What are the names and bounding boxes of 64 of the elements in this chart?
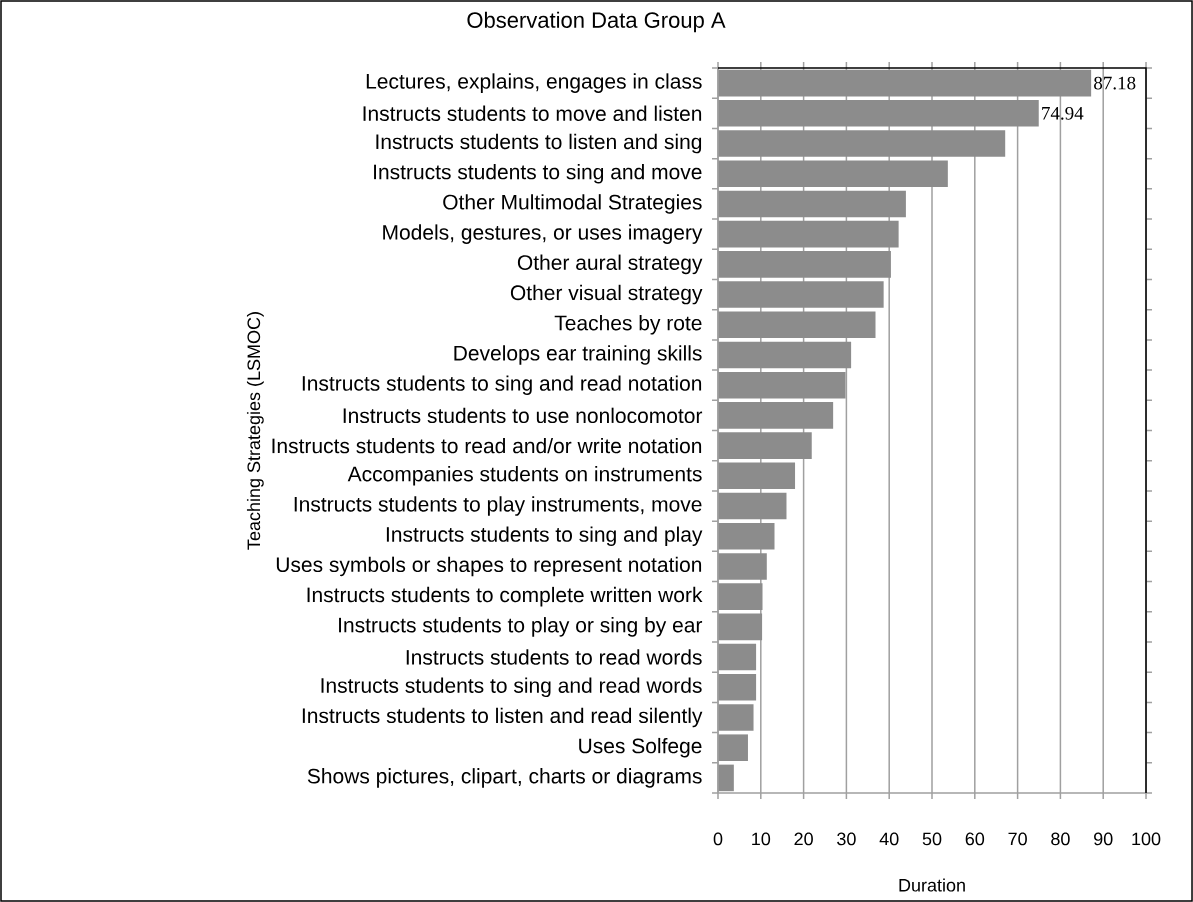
x-tick-label: 60 [965, 832, 985, 846]
bar [718, 553, 767, 580]
data-label: 87.18 [1094, 76, 1136, 90]
x-tick-label: 100 [1132, 832, 1161, 846]
x-tick-label: 0 [713, 832, 723, 846]
y-tick-label: Instructs students to move and listen [363, 105, 702, 122]
y-tick-label: Instructs students to listen and sing [376, 133, 702, 154]
bar [718, 281, 884, 308]
bar [718, 492, 787, 520]
y-tick-label: Other aural strategy [517, 254, 703, 275]
y-tick-label: Instructs students to read words [406, 649, 702, 665]
bar [718, 522, 775, 550]
bar [718, 251, 891, 278]
y-tick-label: Accompanies students on instruments [347, 466, 702, 486]
y-tick-label: Instructs students to play instruments, move [294, 496, 702, 516]
y-tick-label: Instructs students to complete written work [307, 586, 703, 607]
y-tick-label: Instructs students to listen and read silently [302, 707, 703, 728]
y-tick-label: Models, gestures, or uses imagery [383, 224, 703, 244]
x-tick-label: 80 [1051, 832, 1070, 846]
bar [718, 402, 834, 429]
x-tick-label: 90 [1094, 832, 1113, 846]
bar [718, 371, 846, 399]
y-tick-label: Uses symbols or shapes to represent notation [276, 556, 702, 577]
x-tick-label: 10 [752, 832, 771, 846]
bar [718, 764, 734, 792]
y-tick-label: Instructs students to sing and play [386, 526, 703, 547]
bar [718, 704, 754, 731]
bar [718, 341, 852, 369]
bar [718, 613, 763, 641]
bar [718, 220, 899, 248]
y-tick-label: Instructs students to use nonlocomotor [343, 407, 703, 424]
bar [718, 643, 757, 671]
bar [718, 734, 748, 761]
x-axis-title: Duration [899, 878, 965, 892]
y-tick-label: Instructs students to sing and read words [321, 677, 702, 698]
x-tick-label: 70 [1008, 832, 1027, 846]
bar [718, 462, 796, 490]
y-tick-label: Develops ear training skills [454, 345, 702, 365]
bar [718, 583, 763, 610]
y-tick-label: Instructs students to play or sing by ear [339, 617, 703, 637]
y-tick-label: Lectures, explains, engages in class [366, 73, 702, 93]
x-tick-label: 50 [922, 832, 942, 846]
y-tick-label: Teaches by rote [554, 314, 702, 335]
x-tick-label: 30 [837, 832, 856, 846]
y-axis-title: Teaching Strategies (LSMOC) [246, 312, 264, 550]
y-tick-label: Instructs students to sing and move [374, 163, 702, 184]
y-tick-label: Instructs students to read and/or write notation [272, 437, 702, 454]
y-tick-label: Uses Solfege [579, 737, 702, 758]
bar [718, 69, 1092, 97]
bar [718, 432, 812, 459]
bar [718, 160, 948, 188]
y-tick-label: Other visual strategy [510, 284, 703, 305]
y-tick-label: Shows pictures, clipart, charts or diagrams [307, 768, 702, 788]
bar [718, 673, 757, 701]
bar [718, 190, 906, 218]
data-label: 74.94 [1042, 106, 1084, 120]
bar [718, 130, 1006, 157]
bar [718, 100, 1039, 127]
x-tick-label: 20 [794, 832, 813, 846]
y-tick-label: Other Multimodal Strategies [443, 194, 702, 214]
chart-title: Observation Data Group A [467, 11, 726, 33]
bar [718, 311, 876, 339]
x-tick-label: 40 [879, 832, 899, 846]
y-tick-label: Instructs students to sing and read notation [302, 375, 702, 395]
